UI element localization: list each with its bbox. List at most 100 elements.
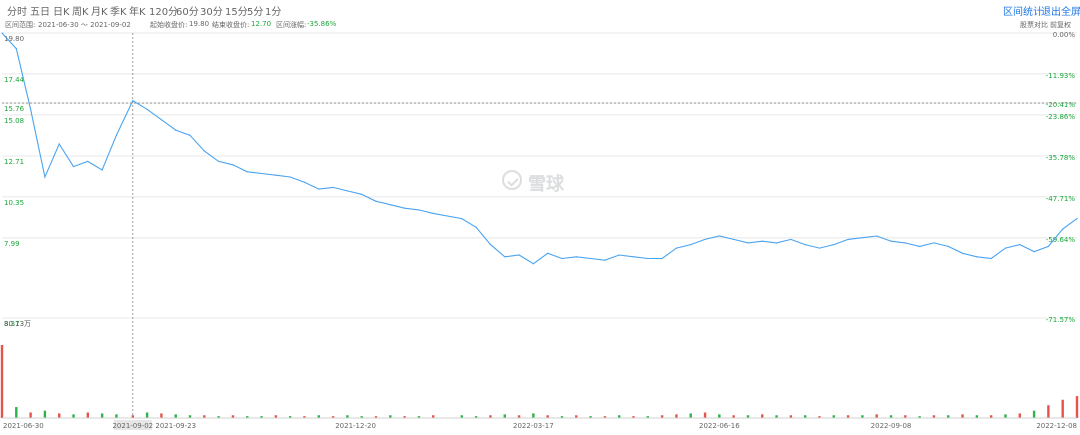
price-point [961, 252, 964, 254]
price-point [389, 204, 391, 206]
tab-quarterly-k[interactable]: 季K [110, 7, 127, 18]
price-point [361, 193, 363, 195]
tab-weekly-k[interactable]: 周K [72, 7, 89, 18]
price-point [733, 238, 735, 241]
tab-60min[interactable]: 60分 [176, 7, 199, 18]
y-tick-label: 12.71 [4, 158, 24, 166]
volume-bar [174, 414, 177, 418]
tab-5min[interactable]: 5分 [247, 7, 264, 18]
volume-bar [188, 415, 192, 418]
volume-bar [546, 415, 549, 418]
price-point [461, 218, 463, 220]
volume-bar [632, 416, 635, 418]
snowball-logo-icon [502, 170, 522, 190]
x-tick-label: 2022-09-08 [871, 422, 912, 430]
volume-bar [961, 414, 964, 418]
volume-bar [72, 414, 75, 418]
range-stats-button[interactable]: 区间统计 [1003, 7, 1043, 18]
price-point [861, 237, 864, 239]
tab-intraday[interactable]: 分时 [7, 7, 27, 18]
adjust-mode-button[interactable]: 前复权 [1050, 21, 1071, 29]
volume-bar [1061, 399, 1064, 418]
price-point [704, 238, 706, 241]
price-point [1004, 247, 1007, 249]
volume-bar [889, 415, 893, 418]
volume-bar [975, 415, 979, 418]
price-point [847, 238, 849, 241]
volume-bar [331, 416, 335, 418]
volume-bar [989, 415, 993, 418]
volume-bar [589, 416, 592, 418]
price-point [1062, 228, 1064, 230]
price-point [904, 242, 906, 244]
volume-bar [389, 415, 392, 418]
y-tick-label: 3.37 [4, 320, 20, 328]
x-tick-label: 2022-06-16 [699, 422, 740, 430]
price-point [504, 256, 506, 258]
volume-bar [904, 415, 907, 418]
price-point [890, 240, 892, 242]
price-point [1047, 245, 1049, 247]
volume-bar [246, 416, 249, 418]
price-point [532, 263, 534, 265]
price-point [175, 129, 177, 131]
volume-bar [918, 416, 921, 418]
tab-yearly-k[interactable]: 年K [129, 7, 146, 18]
end-close-label: 结束收盘价: [212, 21, 250, 29]
volume-bar [675, 414, 678, 418]
volume-bar [603, 416, 607, 418]
volume-bar [360, 416, 363, 418]
price-point [189, 134, 191, 136]
x-tick-label: 2021-06-30 [3, 422, 44, 430]
price-point [818, 247, 821, 249]
y-tick-label: 10.35 [4, 199, 24, 207]
volume-bar [15, 407, 18, 418]
stock-compare-button[interactable]: 股票对比 [1020, 21, 1048, 29]
tab-30min[interactable]: 30分 [200, 7, 223, 18]
tab-five-day[interactable]: 五日 [30, 7, 50, 18]
price-point [58, 143, 60, 145]
price-point [332, 186, 334, 188]
tab-15min[interactable]: 15分 [225, 7, 248, 18]
price-point [589, 257, 592, 260]
tab-monthly-k[interactable]: 月K [91, 7, 108, 18]
volume-bar [29, 412, 32, 418]
tab-120min[interactable]: 120分 [149, 7, 179, 18]
volume-bar [231, 415, 235, 418]
price-point [418, 209, 420, 211]
volume-bar [1032, 410, 1036, 418]
volume-bar [875, 414, 878, 418]
pct-tick-label: -71.57% [1046, 316, 1076, 324]
x-tick-label: 2022-03-17 [513, 422, 554, 430]
volume-bar [131, 415, 134, 418]
volume-bar [947, 415, 950, 418]
price-point [518, 254, 520, 256]
toolbar: 分时 五日 日K 周K 月K 季K 年K 120分 60分 30分 15分 5分… [0, 0, 1080, 20]
price-point [15, 48, 17, 50]
tab-daily-k[interactable]: 日K [53, 7, 70, 18]
pct-tick-label: -47.71% [1046, 195, 1076, 203]
volume-bar [58, 413, 61, 418]
price-point [976, 256, 978, 258]
price-point [432, 212, 434, 215]
price-point [919, 245, 921, 247]
volume-bar [1075, 396, 1079, 418]
price-point [72, 165, 75, 168]
end-close-value: 12.70 [251, 20, 272, 28]
price-line-series [1, 32, 1078, 265]
pct-tick-label: -20.41% [1046, 101, 1076, 109]
volume-bar [145, 412, 149, 418]
volume-bar [803, 415, 807, 418]
pct-tick-label: -35.78% [1046, 154, 1076, 162]
volume-bar [374, 416, 378, 418]
exit-fullscreen-button[interactable]: 退出全屏 [1041, 7, 1080, 18]
price-point [1076, 218, 1078, 220]
watermark: 雪球 [502, 170, 582, 195]
tab-1min[interactable]: 1分 [265, 7, 282, 18]
volume-bar [761, 414, 764, 418]
volume-bar [115, 414, 118, 418]
price-point [618, 254, 620, 256]
watermark-brand: 雪球 [528, 174, 564, 195]
volume-bar [274, 415, 278, 418]
price-point [44, 176, 46, 178]
